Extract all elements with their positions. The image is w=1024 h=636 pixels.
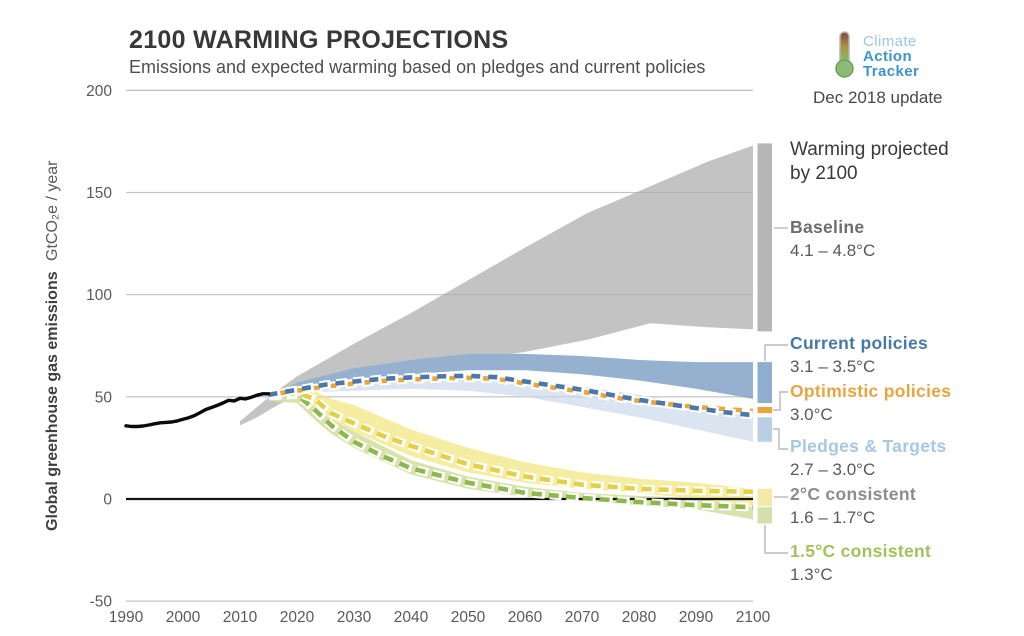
connector-current <box>764 344 788 361</box>
connector-one_five <box>764 525 788 554</box>
y-tick-label: 150 <box>86 185 112 202</box>
legend-range-optimistic-policies: 3.0°C <box>790 405 833 424</box>
legend-label-1-5c-consistent: 1.5°C consistent <box>790 541 932 561</box>
x-tick-label: 2020 <box>280 609 315 626</box>
legend-range-baseline: 4.1 – 4.8°C <box>790 241 876 260</box>
page-subtitle: Emissions and expected warming based on … <box>129 57 706 77</box>
legend-entry-pledges-targets: Pledges & Targets 2.7 – 3.0°C <box>790 436 1020 480</box>
y-tick-label: -50 <box>90 594 113 611</box>
band-current <box>285 353 753 399</box>
band-baseline <box>240 145 753 426</box>
warming-projected-line1: Warming projected <box>790 139 949 160</box>
legend-range-1-5c-consistent: 1.3°C <box>790 565 833 584</box>
line-two_deg <box>268 390 754 495</box>
y-tick-label: 100 <box>86 287 112 304</box>
legend-label-current-policies: Current policies <box>790 333 929 353</box>
x-tick-label: 2100 <box>736 609 771 626</box>
legend-entry-baseline: Baseline 4.1 – 4.8°C <box>790 217 1020 261</box>
connector-optimistic <box>773 391 788 411</box>
legend-label-2c-consistent: 2°C consistent <box>790 484 916 504</box>
legend-entry-current-policies: Current policies 3.1 – 3.5°C <box>790 333 1020 377</box>
legend-entry-1-5c-consistent: 1.5°C consistent 1.3°C <box>790 541 1020 585</box>
bar-2100-one_five <box>757 507 772 524</box>
x-tick-label: 2040 <box>394 609 429 626</box>
logo-word-tracker: Tracker <box>863 63 920 80</box>
x-tick-label: 2080 <box>622 609 657 626</box>
y-tick-label: 0 <box>103 492 112 509</box>
logo-wordmark: Climate Action Tracker <box>863 34 919 79</box>
line-optimistic <box>268 375 754 414</box>
y-tick-label: 50 <box>95 389 113 406</box>
legend-entry-2c-consistent: 2°C consistent 1.6 – 1.7°C <box>790 484 1020 528</box>
climate-action-tracker-logo: Climate Action Tracker <box>834 30 919 79</box>
x-tick-label: 1990 <box>109 609 144 626</box>
bar-2100-pledges <box>757 417 772 442</box>
x-tick-label: 2090 <box>679 609 714 626</box>
bar-2100-current <box>757 362 772 403</box>
legend-range-current-policies: 3.1 – 3.5°C <box>790 357 876 376</box>
legend-range-pledges-targets: 2.7 – 3.0°C <box>790 460 876 479</box>
thermometer-icon <box>835 31 854 78</box>
x-tick-label: 2050 <box>451 609 486 626</box>
x-tick-label: 2010 <box>223 609 258 626</box>
logo-word-climate: Climate <box>863 33 917 50</box>
line-one_five <box>268 392 754 510</box>
logo-word-action: Action <box>863 48 913 65</box>
x-tick-label: 2000 <box>166 609 201 626</box>
update-note: Dec 2018 update <box>813 88 943 107</box>
legend-label-optimistic-policies: Optimistic policies <box>790 381 952 401</box>
band-pledges <box>285 374 753 442</box>
page-title: 2100 WARMING PROJECTIONS <box>129 26 509 54</box>
legend-label-baseline: Baseline <box>790 217 865 237</box>
bar-2100-optimistic <box>757 407 772 414</box>
historical-line <box>124 392 271 429</box>
x-tick-label: 2030 <box>337 609 372 626</box>
legend-range-2c-consistent: 1.6 – 1.7°C <box>790 508 876 527</box>
x-tick-label: 2060 <box>508 609 543 626</box>
bar-2100-two_deg <box>757 488 772 507</box>
connector-pledges <box>773 428 788 450</box>
bar-2100-baseline <box>757 143 772 332</box>
warming-projected-line2: by 2100 <box>790 163 858 184</box>
line-current <box>268 373 754 418</box>
legend-entry-optimistic-policies: Optimistic policies 3.0°C <box>790 381 1020 425</box>
legend-label-pledges-targets: Pledges & Targets <box>790 436 947 456</box>
x-tick-label: 2070 <box>565 609 600 626</box>
warming-projected-heading: Warming projected by 2100 <box>790 138 949 186</box>
y-tick-label: 200 <box>86 83 112 100</box>
